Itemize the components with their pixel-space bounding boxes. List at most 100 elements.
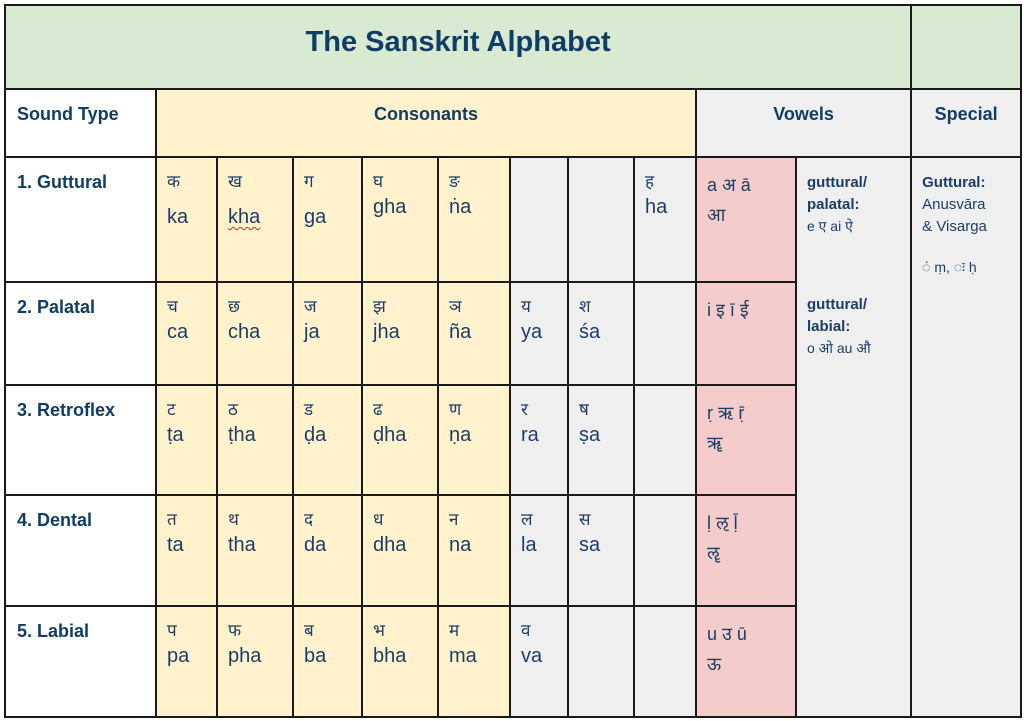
row-label: 5. Labial [4,605,157,718]
header-vowels: Vowels [694,88,913,158]
special-cell: Guttural: Anusvāra & Visarga ं ṃ, ः ḥ [910,156,1023,718]
sanskrit-alphabet-table: The Sanskrit Alphabet Sound Type Consona… [3,4,1023,718]
row-label: 1. Guttural [4,156,157,283]
diphthong-label: labial: [807,318,851,335]
aspirate-cell: ह ha [633,156,697,283]
devanagari-letter: ग [304,172,314,191]
consonant-cell: क ka [155,156,218,283]
transliteration: jha [373,321,400,343]
transliteration: ba [304,645,327,667]
transliteration: ta [167,534,184,556]
vowel-line: u उ ū [707,624,747,644]
consonant-cell: म ma [437,605,511,718]
table-row-palatal: 2. Palatal च ca छ cha ज ja झ jha ञ ña य ya श śa… [4,281,1021,386]
vowel-cell: ṛ ऋ ṝ ॠ [695,384,797,496]
row-label: 2. Palatal [4,281,157,386]
devanagari-letter: प [167,621,177,640]
devanagari-letter: थ [228,510,239,529]
vowel-line: ḷ ऌ ḹ [707,513,738,533]
aspirate-cell [633,384,697,496]
vowel-line: ऊ [707,654,722,674]
transliteration: pha [228,645,262,667]
consonant-cell: च ca [155,281,218,386]
transliteration: ca [167,321,189,343]
devanagari-letter: द [304,510,314,529]
vowel-line: ॠ [707,433,723,453]
special-label: Guttural: [922,174,986,191]
transliteration: da [304,534,327,556]
special-line: & Visarga [922,218,987,235]
vowel-cell: a अ ā आ [695,156,797,283]
sibilant-cell: ष ṣa [567,384,635,496]
consonant-cell: द da [292,494,363,607]
table-row-dental: 4. Dental त ta थ tha द da ध dha न na ल la स sa … [4,494,1021,607]
semivowel-cell: ल la [509,494,569,607]
transliteration: ña [449,321,472,343]
transliteration: va [521,645,543,667]
devanagari-letter: स [579,510,591,529]
transliteration: ḍa [304,424,327,446]
devanagari-letter: घ [373,172,384,191]
transliteration: tha [228,534,256,556]
transliteration: pa [167,645,190,667]
table-row-labial: 5. Labial प pa फ pha ब ba भ bha म ma व va u उ … [4,605,1021,718]
devanagari-letter: ञ [449,297,462,316]
transliteration: ga [304,206,327,228]
diphthong-group: guttural/ labial: o ओ au औ [807,294,910,358]
transliteration: ṣa [579,424,601,446]
consonant-cell: फ pha [216,605,294,718]
row-label: 4. Dental [4,494,157,607]
devanagari-letter: ड [304,400,314,419]
semivowel-cell [509,156,569,283]
diphthong-value: e ए ai ऐ [807,218,853,234]
devanagari-letter: म [449,621,460,640]
transliteration: ha [645,196,668,218]
transliteration: ṇa [449,424,472,446]
consonant-cell: ख kha [216,156,294,283]
vowel-line: ṛ ऋ ṝ [707,403,745,423]
devanagari-letter: ज [304,297,317,316]
transliteration: ḍha [373,424,407,446]
devanagari-letter: च [167,297,178,316]
consonant-cell: छ cha [216,281,294,386]
consonant-cell: ट ṭa [155,384,218,496]
sibilant-cell: श śa [567,281,635,386]
transliteration: cha [228,321,261,343]
consonant-cell: ध dha [361,494,439,607]
transliteration: ra [521,424,539,446]
aspirate-cell [633,494,697,607]
devanagari-letter: भ [373,621,385,640]
semivowel-cell: य ya [509,281,569,386]
consonant-cell: ठ ṭha [216,384,294,496]
consonant-cell: ढ ḍha [361,384,439,496]
devanagari-letter: ठ [228,400,238,419]
consonant-cell: ज ja [292,281,363,386]
consonant-cell: प pa [155,605,218,718]
consonant-cell: ण ṇa [437,384,511,496]
transliteration: śa [579,321,601,343]
consonant-cell: ग ga [292,156,363,283]
special-line: Anusvāra [922,196,986,213]
devanagari-letter: श [579,297,591,316]
devanagari-letter: छ [228,297,240,316]
devanagari-letter: न [449,510,459,529]
title-cell: The Sanskrit Alphabet [3,4,913,90]
transliteration: ya [521,321,543,343]
aspirate-cell [633,605,697,718]
vowel-line: i इ ī ई [707,300,749,320]
devanagari-letter: ढ [373,400,383,419]
transliteration: dha [373,534,407,556]
diphthong-label: palatal: [807,196,860,213]
consonant-cell: ड ḍa [292,384,363,496]
vowel-line: ॡ [707,543,720,563]
devanagari-letter: ल [521,510,533,529]
consonant-cell: घ gha [361,156,439,283]
sibilant-cell [567,605,635,718]
header-consonants: Consonants [155,88,697,158]
devanagari-letter: ट [167,400,176,419]
devanagari-letter: व [521,621,531,640]
devanagari-letter: ख [228,172,242,191]
devanagari-letter: य [521,297,531,316]
transliteration: kha [228,206,261,228]
semivowel-cell: व va [509,605,569,718]
